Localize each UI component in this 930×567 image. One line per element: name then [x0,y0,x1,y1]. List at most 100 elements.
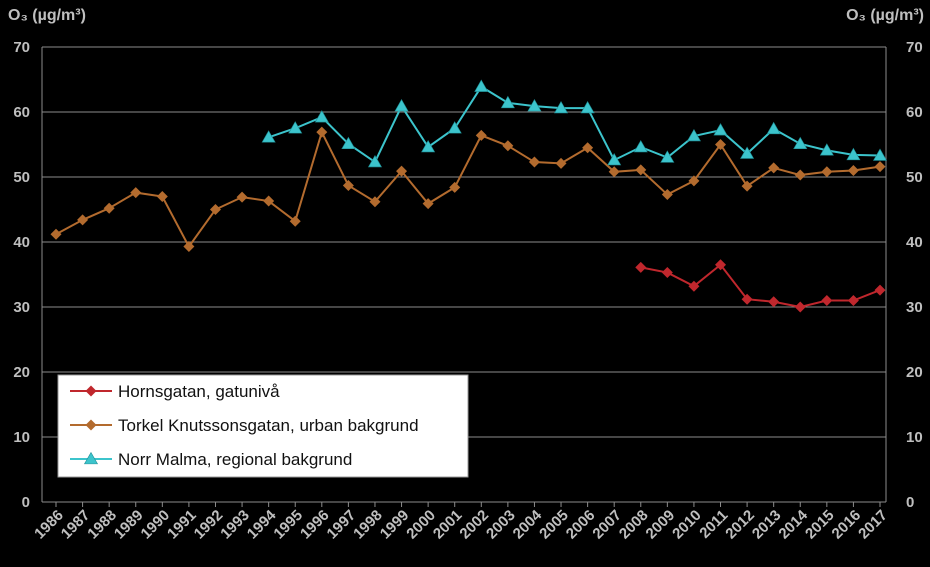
x-tick-label: 1998 [350,507,386,543]
data-point [821,166,833,178]
data-point [661,189,673,201]
legend-box [57,374,469,478]
y-tick-label-right: 60 [906,104,923,121]
data-point [819,143,834,156]
axes [41,47,887,507]
data-point [77,214,89,226]
x-tick-label: 1999 [377,507,413,543]
data-point [288,121,303,134]
y-axis-label-right: O₃ (µg/m³) [846,7,924,24]
y-axis-label-left: O₃ (µg/m³) [8,7,86,24]
x-tick-label: 1990 [138,507,174,543]
data-point [874,284,886,296]
data-point [422,198,434,210]
y-tick-label-left: 0 [22,494,30,511]
y-tick-label-left: 10 [13,429,30,446]
data-point [715,259,727,271]
data-point [872,148,888,161]
data-point [367,154,382,168]
x-tick-label: 1991 [164,507,200,543]
x-tick-label: 1995 [270,507,306,543]
x-tick-label: 2009 [643,507,679,543]
x-tick-label: 2014 [775,506,811,542]
x-tick-label: 2007 [589,507,625,543]
data-point [555,157,567,169]
y-tick-label-left: 60 [13,104,30,121]
series-0 [635,259,886,313]
data-point [793,136,808,150]
data-point [342,179,354,191]
legend-label: Hornsgatan, gatunivå [118,382,280,401]
x-tick-label: 2003 [483,507,519,543]
y-tick-label-left: 70 [13,39,30,56]
data-point [236,191,248,203]
data-point [688,280,700,292]
y-tick-label-right: 20 [906,364,923,381]
legend: Hornsgatan, gatunivå Torkel Knutssonsgata… [57,374,469,478]
y-tick-label-left: 20 [13,364,30,381]
x-tick-label: 2006 [563,507,599,543]
legend-marker [85,385,97,397]
data-point [661,267,673,279]
data-point [103,202,115,214]
x-tick-label: 1992 [191,507,227,543]
data-point [635,261,647,273]
data-point [874,161,886,173]
data-point [263,195,275,207]
data-point [421,139,436,153]
data-point [394,99,409,112]
data-point [794,301,806,313]
data-point [768,162,780,174]
x-tick-label: 2013 [749,507,785,543]
x-tick-label: 2017 [855,507,891,543]
x-tick-label: 1996 [297,507,333,543]
data-point [341,136,356,150]
x-tick-label: 1994 [244,506,280,542]
data-point [766,121,781,135]
data-point [447,121,462,134]
data-point [316,126,328,138]
x-tick-label: 1993 [217,507,253,543]
data-point [635,164,647,176]
data-point [715,139,727,150]
data-point [847,295,859,306]
legend-item: Torkel Knutssonsgatan, urban bakgrund [70,416,419,435]
data-point [449,181,461,193]
data-point [608,166,620,178]
series-1 [50,126,886,253]
legend-item: Norr Malma, regional bakgrund [70,450,352,469]
x-tick-label: 2004 [510,506,546,542]
x-ticks: 1986198719881989199019911992199319941995… [31,506,891,542]
y-tick-label-right: 0 [906,494,914,511]
series-line [268,85,881,164]
data-point [369,196,381,208]
data-point [130,187,142,199]
data-point [50,228,62,240]
y-tick-label-left: 40 [13,234,30,251]
data-point [527,99,542,112]
data-point [314,110,329,123]
data-point [847,165,859,176]
data-point [475,129,487,141]
data-point [183,241,195,253]
x-tick-label: 1987 [58,507,94,543]
x-tick-label: 1988 [84,507,120,543]
legend-label: Norr Malma, regional bakgrund [118,450,352,469]
data-point [502,140,514,152]
x-tick-label: 2010 [669,507,705,543]
y-tick-label-right: 30 [906,299,923,316]
x-tick-label: 1997 [324,507,360,543]
data-point [688,175,700,187]
x-tick-label: 2011 [696,507,731,542]
legend-item: Hornsgatan, gatunivå [70,382,280,401]
x-tick-label: 2002 [456,507,492,543]
x-tick-label: 2012 [722,507,758,543]
data-point [821,295,833,306]
data-point [607,152,622,166]
data-point [741,293,753,305]
data-point [500,95,515,109]
series-line [55,129,881,249]
data-point [794,169,806,181]
data-point [156,191,168,202]
